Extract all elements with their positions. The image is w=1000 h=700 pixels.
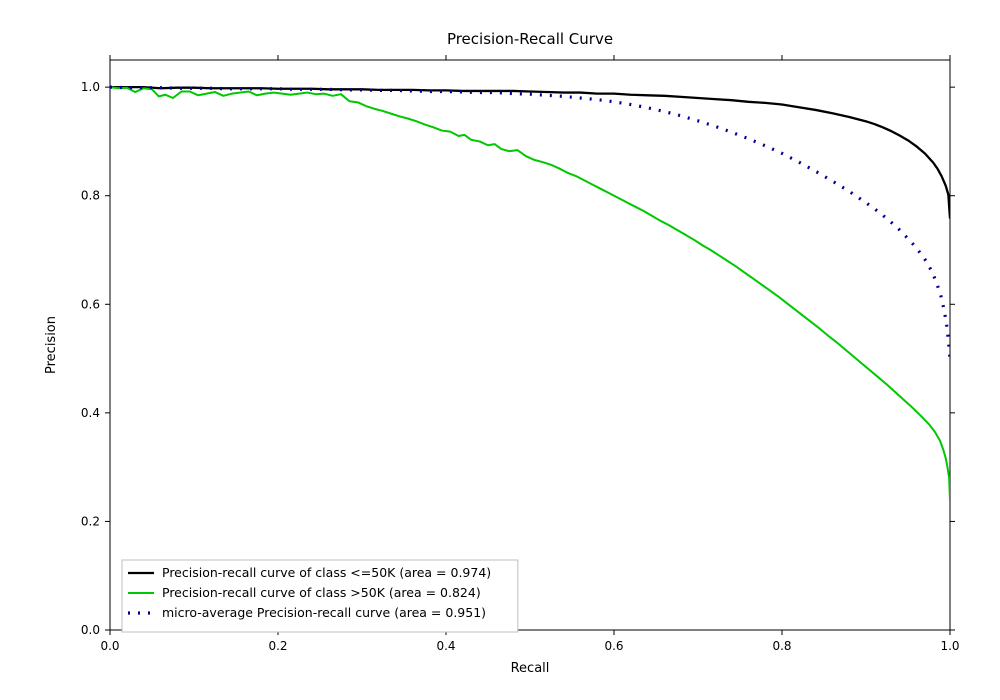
series-class_gt50k [110, 87, 950, 501]
plot-border [110, 60, 950, 630]
y-axis-label: Precision [44, 316, 59, 374]
y-axis-ticks: 0.0 0.2 0.4 0.6 0.8 1.0 [81, 80, 955, 637]
x-axis-label: Recall [511, 661, 550, 676]
x-tick-label: 0.4 [436, 639, 455, 653]
pr-curve-chart: 0.0 0.2 0.4 0.6 0.8 1.0 0.0 0.2 0.4 0.6 0.8 1.0 Pr… [0, 0, 1000, 700]
x-tick-label: 0.8 [772, 639, 791, 653]
chart-title: Precision-Recall Curve [447, 30, 613, 48]
x-tick-label: 0.6 [604, 639, 623, 653]
y-tick-label: 0.2 [81, 514, 100, 528]
legend-label: Precision-recall curve of class >50K (ar… [162, 585, 481, 600]
x-tick-label: 1.0 [940, 639, 959, 653]
series-class_le50k [110, 87, 950, 218]
y-tick-label: 0.6 [81, 297, 100, 311]
x-tick-label: 0.2 [268, 639, 287, 653]
legend-label: micro-average Precision-recall curve (ar… [162, 605, 486, 620]
x-tick-label: 0.0 [100, 639, 119, 653]
legend: Precision-recall curve of class <=50K (a… [122, 560, 518, 632]
legend-label: Precision-recall curve of class <=50K (a… [162, 565, 491, 580]
series-group [110, 87, 950, 501]
y-tick-label: 0.8 [81, 189, 100, 203]
y-tick-label: 0.4 [81, 406, 100, 420]
series-micro_avg [110, 87, 950, 358]
chart-container: 0.0 0.2 0.4 0.6 0.8 1.0 0.0 0.2 0.4 0.6 0.8 1.0 Pr… [0, 0, 1000, 700]
y-tick-label: 0.0 [81, 623, 100, 637]
y-tick-label: 1.0 [81, 80, 100, 94]
